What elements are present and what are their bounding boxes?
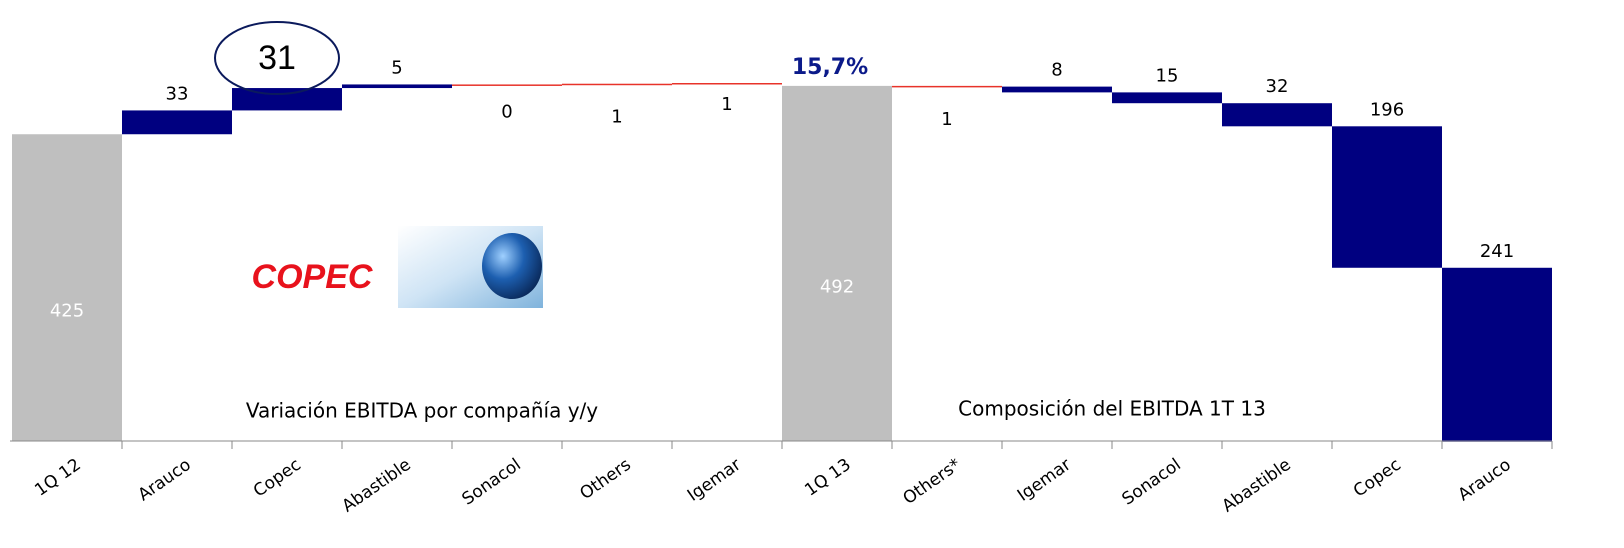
bar — [892, 85, 1002, 88]
value-label: 33 — [166, 83, 189, 104]
value-label: 15 — [1156, 65, 1179, 86]
bar — [1222, 103, 1332, 127]
logo-text: COPEC — [252, 258, 373, 296]
bar — [672, 83, 782, 85]
x-tick-label: Copec — [1350, 455, 1405, 502]
value-label: 0 — [501, 101, 512, 122]
bar — [1112, 92, 1222, 104]
bar — [1442, 267, 1552, 442]
x-tick-label: Igemar — [684, 455, 745, 506]
x-tick-label: 1Q 12 — [31, 455, 84, 501]
value-label: 31 — [258, 39, 296, 77]
x-tick-label: Sonacol — [458, 455, 524, 510]
logo: COPEC — [252, 226, 543, 308]
bar — [1002, 86, 1112, 93]
x-tick-label: Arauco — [1454, 455, 1514, 506]
bar — [452, 84, 562, 86]
x-tick-label: Copec — [250, 455, 305, 502]
bar — [342, 84, 452, 89]
x-tick-label: Sonacol — [1118, 455, 1184, 510]
value-label: 8 — [1051, 60, 1062, 81]
value-label: 241 — [1480, 241, 1514, 262]
annotation: Variación EBITDA por compañía y/y — [246, 399, 598, 423]
value-label: 1 — [721, 94, 732, 115]
value-label: 1 — [611, 107, 622, 128]
x-tick-label: Others* — [899, 455, 964, 509]
x-tick-label: Abastible — [1219, 455, 1295, 517]
bar — [1332, 126, 1442, 268]
bar — [782, 85, 892, 442]
x-tick-label: Igemar — [1014, 455, 1075, 506]
value-label: 1 — [941, 109, 952, 130]
bar — [232, 88, 342, 111]
annotation: Composición del EBITDA 1T 13 — [958, 397, 1266, 421]
annotation: 15,7% — [792, 55, 868, 80]
value-label: 425 — [50, 301, 84, 322]
highlight-circle — [214, 21, 340, 96]
value-label: 5 — [391, 57, 402, 78]
value-label: 32 — [1266, 76, 1289, 97]
x-tick-label: Abastible — [339, 455, 415, 517]
bar — [122, 110, 232, 135]
x-tick-label: 1Q 13 — [801, 455, 854, 501]
x-tick-label: Arauco — [134, 455, 194, 506]
value-label: 196 — [1370, 99, 1404, 120]
bar — [12, 134, 122, 441]
bar — [562, 83, 672, 86]
logo-globe — [482, 233, 542, 299]
x-tick-label: Others — [576, 455, 634, 504]
value-label: 492 — [820, 276, 854, 297]
